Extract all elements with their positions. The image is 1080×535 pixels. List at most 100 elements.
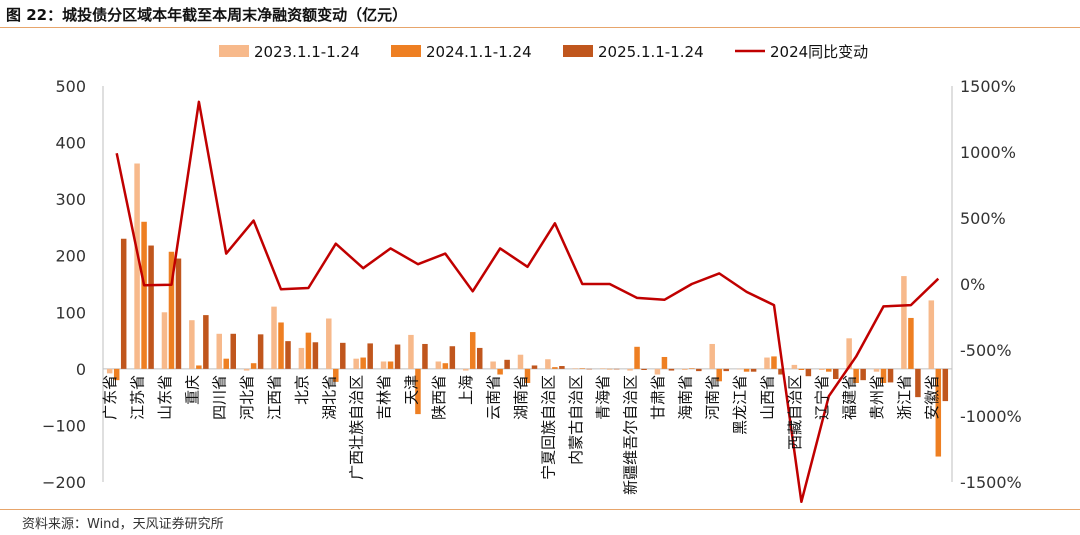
bar	[668, 368, 675, 371]
category-labels: 广东省 江苏省 山东省 重庆 四川省 河北省 江西省 北京 湖北省 广西壮族自治区 吉林省 天津 陕西省…	[101, 375, 941, 495]
bar	[928, 300, 935, 369]
bar	[504, 359, 510, 369]
bar	[196, 365, 202, 369]
legend-label: 2025.1.1-1.24	[598, 43, 704, 61]
bar	[579, 368, 586, 369]
category-label: 四川省	[211, 375, 229, 420]
y-tick-label-left: 300	[55, 190, 86, 209]
bar	[380, 361, 387, 369]
legend-label: 2024.1.1-1.24	[426, 43, 532, 61]
legend-swatch	[563, 45, 593, 57]
y-tick-label-left: 0	[76, 360, 86, 379]
bar	[901, 276, 907, 369]
category-label: 天津	[402, 375, 420, 405]
category-label: 江西省	[266, 375, 284, 420]
y-tick-label-right: 1500%	[960, 77, 1016, 96]
axes: −200 −100 0 100 200 300 400 500 -1500% -1000% -500…	[42, 77, 1022, 492]
bar	[449, 346, 456, 369]
bar	[805, 368, 812, 377]
bar	[469, 332, 476, 369]
bar	[230, 333, 236, 369]
bar	[175, 258, 182, 369]
bar	[476, 347, 483, 369]
bar	[750, 368, 757, 372]
bar	[873, 368, 880, 372]
bar	[696, 368, 702, 372]
bar	[148, 245, 154, 369]
category-label: 云南省	[485, 375, 503, 420]
bar	[415, 368, 421, 415]
bar	[654, 368, 661, 375]
bar	[271, 306, 277, 369]
category-label: 宁夏回族自治区	[539, 375, 557, 480]
bar	[422, 343, 428, 369]
category-label: 浙江省	[895, 375, 913, 420]
bar	[716, 368, 722, 382]
bars	[106, 163, 949, 457]
y-tick-label-right: -1500%	[960, 473, 1022, 492]
source-note: 资料来源：Wind，天风证券研究所	[22, 517, 224, 532]
bar	[853, 368, 859, 383]
bar	[915, 368, 921, 398]
bottom-divider	[0, 509, 1080, 510]
bar	[860, 368, 866, 381]
bar	[613, 368, 620, 370]
y-tick-label-left: 500	[55, 77, 86, 96]
bar	[462, 368, 469, 371]
bar	[935, 368, 942, 457]
bar	[353, 358, 359, 369]
bar	[791, 364, 798, 369]
bar	[599, 368, 606, 369]
bar	[340, 342, 346, 369]
category-label: 湖南省	[512, 375, 530, 420]
bar	[141, 221, 147, 369]
bar	[778, 368, 784, 375]
bar	[771, 356, 777, 369]
category-label: 贵州省	[868, 375, 886, 420]
bar	[333, 368, 339, 382]
category-label: 安徽省	[923, 375, 941, 420]
bar	[743, 368, 750, 372]
bar	[641, 368, 647, 370]
category-label: 广西壮族自治区	[348, 375, 366, 480]
bar	[661, 356, 668, 369]
bar	[490, 361, 496, 369]
bar	[189, 320, 195, 369]
bar	[312, 342, 319, 369]
bar	[435, 361, 442, 369]
bar	[134, 163, 140, 369]
bar	[517, 354, 524, 369]
y-tick-label-left: 400	[55, 134, 86, 153]
bar	[764, 357, 770, 369]
bar	[723, 368, 729, 372]
chart-title: 图 22：城投债分区域本年截至本周末净融资额变动（亿元）	[6, 6, 408, 24]
bar	[606, 368, 613, 370]
bar	[257, 334, 264, 369]
bar	[250, 363, 257, 369]
bar	[627, 368, 633, 371]
bar	[689, 368, 695, 369]
bar	[736, 368, 743, 370]
bar	[942, 368, 949, 402]
y-tick-label-right: -500%	[960, 341, 1012, 360]
bar	[113, 368, 120, 381]
bar	[887, 368, 894, 383]
bar	[559, 366, 565, 369]
y-tick-label-left: −200	[42, 473, 86, 492]
category-label: 青海省	[594, 375, 612, 420]
bar	[634, 346, 640, 369]
legend-label: 2023.1.1-1.24	[254, 43, 360, 61]
bar	[223, 358, 229, 369]
top-divider	[0, 27, 1080, 28]
line-series	[115, 100, 940, 504]
bar	[819, 368, 825, 370]
bar	[106, 368, 113, 374]
bar	[326, 318, 332, 369]
bar	[367, 343, 373, 369]
bar	[203, 315, 209, 369]
bar	[833, 368, 839, 380]
bar	[709, 343, 715, 369]
bar	[497, 368, 503, 375]
bar	[586, 368, 593, 370]
